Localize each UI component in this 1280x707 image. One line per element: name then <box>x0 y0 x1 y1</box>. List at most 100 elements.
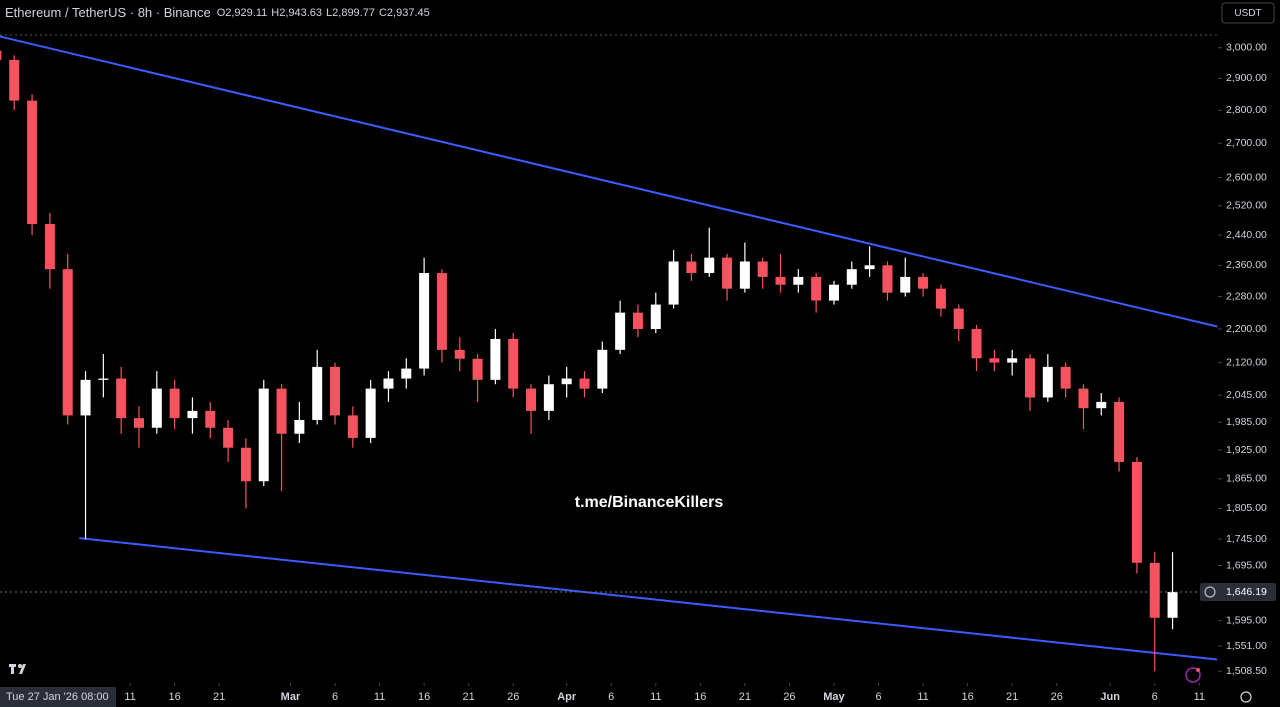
candle-body <box>811 276 822 301</box>
candle-body <box>757 261 768 277</box>
y-tick-label: 1,745.00 <box>1226 533 1267 545</box>
settings-icon[interactable] <box>1240 691 1252 703</box>
trendline <box>79 537 1218 661</box>
x-tick-label: 21 <box>739 691 751 703</box>
candle-body <box>1060 366 1071 389</box>
candle-body <box>722 257 733 289</box>
x-tick-label: 26 <box>507 691 519 703</box>
header: Ethereum / TetherUS · 8h · Binance O2,92… <box>5 4 430 22</box>
candle-body <box>454 349 465 359</box>
x-tick-label: 11 <box>124 691 135 703</box>
candle-body <box>1007 358 1018 363</box>
x-tick-label: 6 <box>608 691 614 703</box>
y-tick-label: 2,360.00 <box>1226 259 1267 271</box>
cursor-label-box <box>0 687 116 707</box>
candle-body <box>543 384 554 411</box>
candle-body <box>151 388 162 428</box>
candle-body <box>223 427 234 448</box>
candle-body <box>169 388 180 419</box>
candle-body <box>62 269 73 416</box>
candle-body <box>472 358 483 380</box>
trendline <box>0 35 1218 328</box>
candle-body <box>989 358 1000 363</box>
x-tick-label: 16 <box>962 691 974 703</box>
y-tick-label: 2,440.00 <box>1226 229 1267 241</box>
candle-body <box>27 100 38 224</box>
y-tick-label: 2,045.00 <box>1226 389 1267 401</box>
y-tick-label: 2,200.00 <box>1226 323 1267 335</box>
candle-body <box>98 378 109 380</box>
watermark: t.me/BinanceKillers <box>575 494 724 511</box>
x-tick-label: May <box>823 691 845 703</box>
candle-body <box>187 410 198 419</box>
y-tick-label: 1,551.00 <box>1226 640 1267 652</box>
candle-body <box>0 50 2 60</box>
alert-icon[interactable] <box>1185 667 1201 683</box>
candle-body <box>44 223 55 270</box>
x-tick-label: 26 <box>1051 691 1063 703</box>
x-tick-label: Apr <box>557 691 577 703</box>
y-tick-label: 2,120.00 <box>1226 356 1267 368</box>
candle-body <box>561 378 572 385</box>
candle-body <box>276 388 287 434</box>
x-tick-label: 26 <box>783 691 795 703</box>
tv-logo <box>9 664 26 674</box>
candle-body <box>953 308 964 329</box>
candle-body <box>116 378 127 419</box>
ohlc-legend: O2,929.11 H2,943.63 L2,899.77 C2,937.45 <box>217 4 430 22</box>
candle-body <box>330 366 341 416</box>
candle-body <box>347 415 358 438</box>
y-tick-label: 1,508.50 <box>1226 665 1267 677</box>
y-tick-label: 1,595.00 <box>1226 614 1267 626</box>
x-tick-label: Mar <box>281 691 301 703</box>
currency[interactable]: USDT <box>1234 8 1261 19</box>
candle-body <box>1042 366 1053 398</box>
x-tick-label: 16 <box>418 691 430 703</box>
y-tick-label: 1,985.00 <box>1226 416 1267 428</box>
candle-body <box>846 269 857 285</box>
alert-dot <box>1196 668 1200 672</box>
candle-body <box>312 366 323 420</box>
candle-body <box>80 379 91 416</box>
y-tick-label: 1,925.00 <box>1226 444 1267 456</box>
candle-body <box>971 328 982 359</box>
price-plus-icon <box>1204 586 1216 598</box>
currency-box[interactable] <box>1221 2 1275 24</box>
candle-body <box>401 368 412 379</box>
candle-body <box>704 257 715 274</box>
ohlc-value: L2,899.77 <box>326 7 375 19</box>
symbol-title: Ethereum / TetherUS · 8h · Binance <box>5 5 211 20</box>
x-tick-label: 11 <box>374 691 385 703</box>
candle-body <box>508 338 519 389</box>
x-tick-label: Jun <box>1100 691 1120 703</box>
x-tick-label: 6 <box>875 691 881 703</box>
y-tick-label: 2,700.00 <box>1226 137 1267 149</box>
y-tick-label: 1,865.00 <box>1226 473 1267 485</box>
candle-body <box>1167 591 1178 618</box>
candle-body <box>490 338 501 380</box>
candle-body <box>436 273 447 350</box>
x-tick-label: 16 <box>694 691 706 703</box>
candle-body <box>864 265 875 270</box>
x-tick-label: 11 <box>650 691 661 703</box>
candle-body <box>793 276 804 285</box>
candle-body <box>686 261 697 274</box>
y-tick-label: 2,800.00 <box>1226 104 1267 116</box>
candle-body <box>294 419 305 434</box>
candle-body <box>1024 358 1035 398</box>
candle-body <box>365 388 376 438</box>
candle-body <box>828 284 839 301</box>
candle-body <box>900 276 911 293</box>
x-tick-label: 21 <box>463 691 475 703</box>
candle-body <box>650 304 661 329</box>
x-tick-label: 21 <box>1006 691 1018 703</box>
y-tick-label: 2,520.00 <box>1226 200 1267 212</box>
ohlc-value: O2,929.11 <box>216 7 268 19</box>
candle-body <box>9 59 20 101</box>
y-tick-label: 3,000.00 <box>1226 41 1267 53</box>
candle-body <box>1114 401 1125 462</box>
candle-body <box>1131 461 1142 563</box>
x-tick-label: 11 <box>1194 691 1205 703</box>
